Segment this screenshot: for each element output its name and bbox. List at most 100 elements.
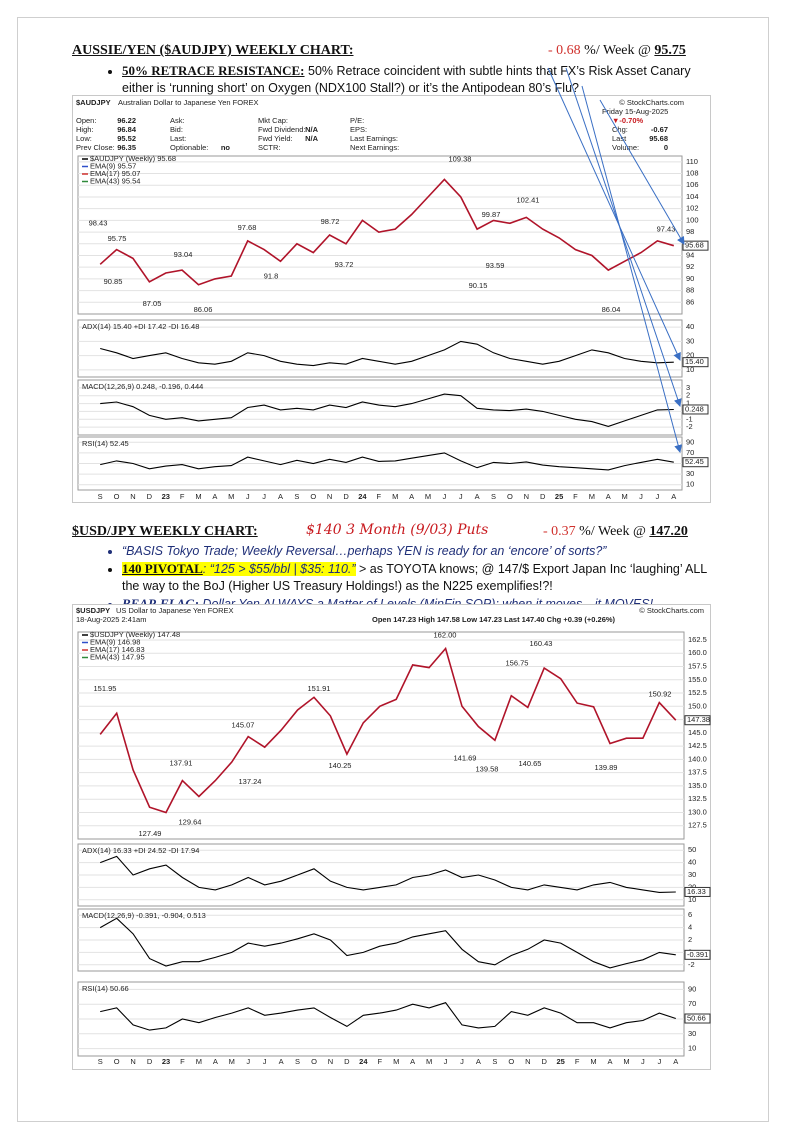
- quote-value: no: [221, 143, 231, 152]
- y-tick-label: -2: [688, 960, 695, 969]
- last-value-box: [682, 240, 709, 251]
- quote-label: Mkt Cap:: [258, 116, 288, 125]
- last-value-label: 15.40: [685, 357, 704, 366]
- quote-value: 96.35: [117, 143, 136, 152]
- bullet-lead: 50% RETRACE RESISTANCE:: [122, 63, 305, 78]
- y-tick-label: 140.0: [688, 754, 707, 763]
- bullet-list: 50% RETRACE RESISTANCE: 50% Retrace coin…: [100, 62, 720, 97]
- quote-value: 96.84: [117, 125, 137, 134]
- price-annotation: 98.43: [89, 219, 108, 228]
- last-value-label: -0.391: [687, 950, 708, 959]
- last-value-label: 95.68: [685, 241, 704, 250]
- price-annotation: 140.25: [329, 761, 352, 770]
- y-tick-label: 110: [686, 157, 698, 166]
- y-tick-label: 145.0: [688, 728, 707, 737]
- x-tick-label: S: [491, 492, 496, 501]
- last-value-box: [684, 715, 711, 726]
- symbol: $AUDJPY: [76, 98, 111, 107]
- description: Australian Dollar to Japanese Yen FOREX: [118, 98, 259, 107]
- y-tick-label: 162.5: [688, 635, 707, 644]
- quote-label: Last: [612, 134, 627, 143]
- price-annotation: 150.92: [649, 689, 672, 698]
- y-tick-label: 155.0: [688, 675, 707, 684]
- y-tick-label: 100: [686, 215, 699, 224]
- x-tick-label: J: [246, 1057, 250, 1066]
- x-tick-label: A: [278, 492, 283, 501]
- indicator-line: [99, 917, 676, 969]
- x-tick-label: O: [114, 492, 120, 501]
- x-tick-label: J: [263, 1057, 267, 1066]
- x-tick-label: D: [540, 492, 546, 501]
- price-annotation: 162.00: [434, 631, 457, 640]
- price-annotation: 156.75: [506, 658, 529, 667]
- quote-label: Last Earnings:: [350, 134, 398, 143]
- date: 18-Aug-2025 2:41am: [76, 615, 146, 624]
- x-tick-label: N: [130, 492, 135, 501]
- x-tick-label: N: [328, 1057, 333, 1066]
- x-tick-label: N: [525, 1057, 530, 1066]
- date: Friday 15-Aug-2025: [602, 107, 668, 116]
- price-annotation: 137.91: [170, 758, 193, 767]
- quote-label: EPS:: [350, 125, 367, 134]
- legend-label: $AUDJPY (Weekly) 95.68: [90, 154, 176, 163]
- price-annotation: 141.69: [454, 753, 477, 762]
- price-annotation: 145.07: [232, 720, 255, 729]
- x-tick-label: D: [344, 1057, 350, 1066]
- x-tick-label: J: [641, 1057, 645, 1066]
- quote-value: -0.67: [651, 125, 668, 134]
- price-annotation: 140.65: [519, 759, 542, 768]
- chart-frame: [72, 604, 711, 1070]
- panel-label: RSI(14) 50.66: [82, 984, 129, 993]
- legend-label: EMA(9) 95.57: [90, 161, 136, 170]
- quote-value: N/A: [305, 125, 319, 134]
- x-tick-label: 23: [162, 492, 170, 501]
- x-tick-label: D: [542, 1057, 548, 1066]
- last-value-box: [682, 457, 709, 468]
- x-tick-label: 25: [556, 1057, 564, 1066]
- x-tick-label: M: [196, 1057, 202, 1066]
- y-tick-label: 30: [688, 870, 696, 879]
- x-tick-label: J: [442, 492, 446, 501]
- x-tick-label: M: [623, 1057, 629, 1066]
- x-tick-label: J: [262, 492, 266, 501]
- y-tick-label: 50: [688, 845, 696, 854]
- x-tick-label: A: [475, 492, 480, 501]
- y-tick-label: 90: [686, 274, 694, 283]
- x-tick-label: D: [343, 492, 349, 501]
- y-tick-label: 98: [686, 227, 694, 236]
- price-annotation: 87.05: [143, 299, 162, 308]
- x-tick-label: S: [98, 1057, 103, 1066]
- y-tick-label: 40: [686, 322, 694, 331]
- y-tick-label: 150.0: [688, 701, 707, 710]
- legend-label: EMA(43) 147.95: [90, 652, 145, 661]
- y-tick-label: 4: [688, 923, 692, 932]
- quote-value: 0: [664, 143, 668, 152]
- x-tick-label: J: [657, 1057, 661, 1066]
- price: 95.75: [654, 43, 686, 58]
- x-tick-label: J: [639, 492, 643, 501]
- price-annotation: 86.04: [602, 305, 621, 314]
- price-annotation: 97.43: [657, 224, 676, 233]
- price-annotation: 91.8: [264, 271, 279, 280]
- x-tick-label: M: [426, 1057, 432, 1066]
- quote-label: Ask:: [170, 116, 185, 125]
- x-tick-label: A: [673, 1057, 678, 1066]
- quote-label: Prev Close:: [76, 143, 115, 152]
- y-tick-label: 130.0: [688, 807, 707, 816]
- bullet: 50% RETRACE RESISTANCE: 50% Retrace coin…: [122, 62, 720, 97]
- last-value-label: 52.45: [685, 457, 704, 466]
- x-tick-label: 24: [358, 492, 367, 501]
- y-tick-label: 2: [688, 935, 692, 944]
- x-tick-label: D: [147, 1057, 153, 1066]
- price-annotation: 137.24: [239, 777, 262, 786]
- x-tick-label: J: [460, 1057, 464, 1066]
- quote-label: P/E:: [350, 116, 364, 125]
- panel-label: ADX(14) 15.40 +DI 17.42 -DI 16.48: [82, 322, 199, 331]
- x-tick-label: O: [311, 1057, 317, 1066]
- quote-label: SCTR:: [258, 143, 281, 152]
- legend-label: EMA(43) 95.54: [90, 176, 140, 185]
- x-tick-label: F: [377, 1057, 382, 1066]
- x-tick-label: N: [130, 1057, 135, 1066]
- x-tick-label: 25: [555, 492, 563, 501]
- price-annotation: 90.85: [104, 277, 123, 286]
